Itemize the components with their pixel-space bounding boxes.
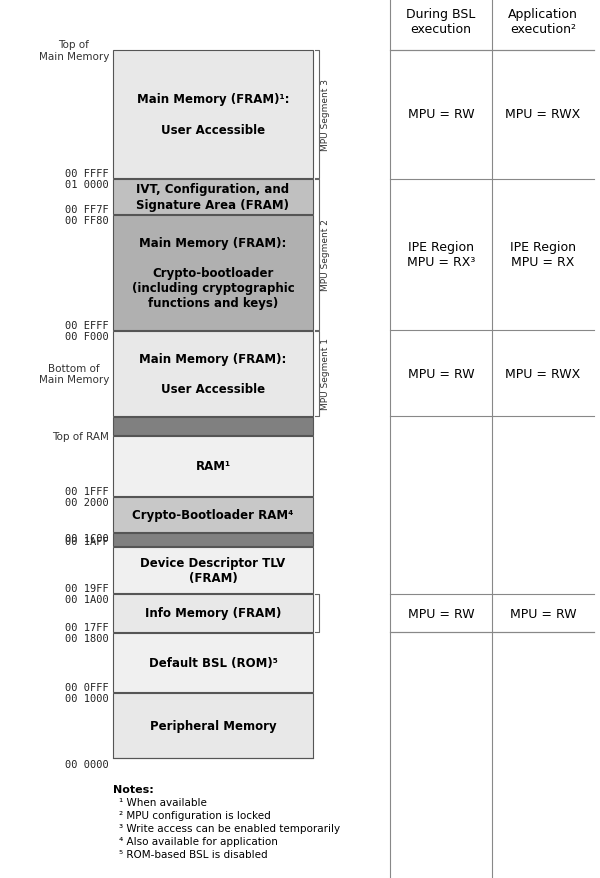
- Text: 00 FF7F: 00 FF7F: [65, 205, 109, 215]
- Bar: [113, 534, 313, 546]
- Text: Notes:: Notes:: [113, 784, 154, 794]
- Bar: [113, 694, 313, 758]
- Text: 00 17FF: 00 17FF: [65, 623, 109, 632]
- Text: MPU Segment 1: MPU Segment 1: [322, 338, 331, 410]
- Text: 00 F000: 00 F000: [65, 332, 109, 342]
- Text: 00 0000: 00 0000: [65, 759, 109, 769]
- Bar: [113, 332, 313, 416]
- Bar: [113, 418, 313, 435]
- Text: ⁵ ROM-based BSL is disabled: ⁵ ROM-based BSL is disabled: [119, 849, 268, 859]
- Text: ³ Write access can be enabled temporarily: ³ Write access can be enabled temporaril…: [119, 823, 340, 833]
- Text: MPU = RWX: MPU = RWX: [505, 108, 581, 121]
- Text: Application
execution²: Application execution²: [508, 8, 578, 35]
- Text: ⁴ Also available for application: ⁴ Also available for application: [119, 836, 278, 846]
- Text: MPU = RW: MPU = RW: [407, 108, 475, 121]
- Text: Info Memory (FRAM): Info Memory (FRAM): [145, 607, 281, 620]
- Text: ¹ When available: ¹ When available: [119, 797, 207, 807]
- Text: Top of RAM: Top of RAM: [52, 431, 109, 442]
- Bar: [113, 51, 313, 179]
- Text: Device Descriptor TLV
(FRAM): Device Descriptor TLV (FRAM): [140, 557, 286, 585]
- Text: 00 EFFF: 00 EFFF: [65, 320, 109, 331]
- Text: MPU Segment 2: MPU Segment 2: [322, 220, 331, 291]
- Text: Main Memory (FRAM)¹:

User Accessible: Main Memory (FRAM)¹: User Accessible: [137, 93, 289, 136]
- Bar: [113, 436, 313, 496]
- Text: Top of
Main Memory: Top of Main Memory: [38, 40, 109, 61]
- Text: 00 1000: 00 1000: [65, 694, 109, 703]
- Text: 00 1AFF: 00 1AFF: [65, 536, 109, 546]
- Text: Crypto-Bootloader RAM⁴: Crypto-Bootloader RAM⁴: [133, 508, 293, 522]
- Bar: [113, 547, 313, 594]
- Text: MPU = RW: MPU = RW: [407, 607, 475, 620]
- Bar: [113, 633, 313, 692]
- Text: 00 2000: 00 2000: [65, 498, 109, 507]
- Text: Peripheral Memory: Peripheral Memory: [149, 719, 277, 732]
- Bar: [113, 180, 313, 215]
- Text: ² MPU configuration is locked: ² MPU configuration is locked: [119, 810, 271, 820]
- Text: 00 1800: 00 1800: [65, 633, 109, 644]
- Text: Main Memory (FRAM):

User Accessible: Main Memory (FRAM): User Accessible: [139, 353, 287, 396]
- Text: 01 0000: 01 0000: [65, 180, 109, 190]
- Bar: [113, 594, 313, 632]
- Text: IPE Region
MPU = RX: IPE Region MPU = RX: [510, 241, 576, 270]
- Text: 00 FFFF: 00 FFFF: [65, 169, 109, 179]
- Text: 00 1A00: 00 1A00: [65, 594, 109, 604]
- Text: MPU = RW: MPU = RW: [407, 368, 475, 380]
- Bar: [113, 498, 313, 532]
- Bar: [113, 216, 313, 331]
- Text: IPE Region
MPU = RX³: IPE Region MPU = RX³: [407, 241, 475, 270]
- Text: 00 19FF: 00 19FF: [65, 583, 109, 594]
- Text: 00 0FFF: 00 0FFF: [65, 682, 109, 692]
- Text: Bottom of
Main Memory: Bottom of Main Memory: [38, 363, 109, 385]
- Text: 00 1C00: 00 1C00: [65, 534, 109, 543]
- Text: 00 FF80: 00 FF80: [65, 216, 109, 226]
- Text: 00 1FFF: 00 1FFF: [65, 486, 109, 496]
- Text: During BSL
execution: During BSL execution: [406, 8, 476, 35]
- Text: RAM¹: RAM¹: [196, 460, 230, 473]
- Text: IVT, Configuration, and
Signature Area (FRAM): IVT, Configuration, and Signature Area (…: [136, 184, 290, 212]
- Text: MPU = RWX: MPU = RWX: [505, 368, 581, 380]
- Text: MPU Segment 3: MPU Segment 3: [322, 79, 331, 151]
- Text: MPU = RW: MPU = RW: [509, 607, 577, 620]
- Text: Main Memory (FRAM):

Crypto-bootloader
(including cryptographic
functions and ke: Main Memory (FRAM): Crypto-bootloader (i…: [131, 237, 295, 310]
- Text: Default BSL (ROM)⁵: Default BSL (ROM)⁵: [149, 656, 277, 669]
